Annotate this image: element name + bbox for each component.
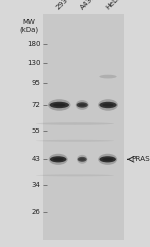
Ellipse shape bbox=[77, 155, 87, 164]
Text: 130: 130 bbox=[27, 60, 40, 66]
Text: 34: 34 bbox=[32, 182, 40, 188]
Ellipse shape bbox=[99, 156, 116, 163]
Ellipse shape bbox=[79, 104, 86, 106]
Ellipse shape bbox=[98, 99, 118, 111]
Ellipse shape bbox=[98, 154, 117, 165]
Ellipse shape bbox=[50, 102, 69, 108]
Text: MW
(kDa): MW (kDa) bbox=[19, 19, 38, 33]
Ellipse shape bbox=[36, 140, 114, 142]
Text: 293T: 293T bbox=[55, 0, 72, 11]
Ellipse shape bbox=[36, 174, 114, 176]
Ellipse shape bbox=[53, 103, 66, 107]
Text: 55: 55 bbox=[32, 128, 40, 134]
Text: PRAS40: PRAS40 bbox=[131, 156, 150, 162]
Ellipse shape bbox=[99, 102, 117, 108]
Ellipse shape bbox=[78, 157, 87, 162]
Text: A431: A431 bbox=[79, 0, 97, 11]
Ellipse shape bbox=[102, 158, 113, 161]
Ellipse shape bbox=[79, 158, 85, 161]
Ellipse shape bbox=[50, 156, 66, 163]
Ellipse shape bbox=[48, 99, 70, 111]
Text: 95: 95 bbox=[32, 80, 40, 86]
Text: HeLa: HeLa bbox=[105, 0, 122, 11]
Text: 43: 43 bbox=[32, 156, 40, 162]
Ellipse shape bbox=[99, 75, 117, 79]
Ellipse shape bbox=[49, 154, 68, 165]
Ellipse shape bbox=[53, 158, 64, 161]
Text: 180: 180 bbox=[27, 41, 40, 47]
Bar bbox=[43, 14, 124, 240]
Ellipse shape bbox=[102, 103, 114, 107]
Text: 26: 26 bbox=[32, 209, 40, 215]
Ellipse shape bbox=[76, 100, 89, 110]
Ellipse shape bbox=[77, 102, 88, 108]
Text: 72: 72 bbox=[32, 102, 40, 108]
Ellipse shape bbox=[36, 122, 114, 125]
